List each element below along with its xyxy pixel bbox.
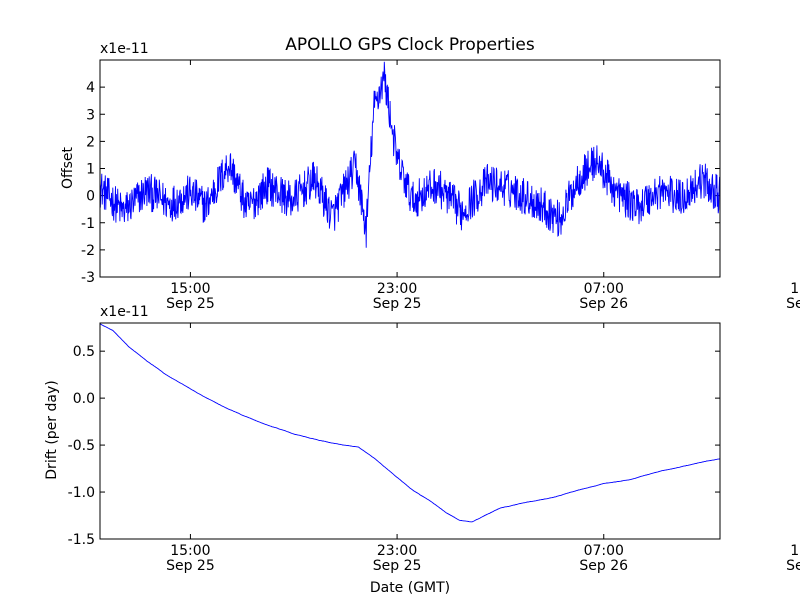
offset-xtick-date-label: Sep 26 bbox=[579, 296, 628, 312]
drift-chart: x1e-11 Drift (per day) Date (GMT) -1.5 -1… bbox=[44, 304, 800, 596]
offset-xtick-date-label: Sep 25 bbox=[373, 296, 422, 312]
drift-xtick-time-label: 15:00 bbox=[170, 543, 210, 559]
offset-ytick-label: -3 bbox=[81, 270, 95, 286]
drift-ytick-label: -1.5 bbox=[68, 532, 95, 548]
drift-axes-frame bbox=[99, 322, 721, 540]
offset-xtick-date-label: Sep 25 bbox=[166, 296, 215, 312]
drift-ytick-label: 0.5 bbox=[73, 344, 95, 360]
drift-xtick-time-label: 15:00 bbox=[790, 543, 800, 559]
offset-xtick-time-label: 07:00 bbox=[584, 281, 624, 297]
drift-xtick-time-label: 07:00 bbox=[584, 543, 624, 559]
offset-ytick-label: -1 bbox=[81, 216, 95, 232]
offset-ytick-label: -2 bbox=[81, 243, 95, 259]
offset-xtick-time-label: 15:00 bbox=[170, 281, 210, 297]
offset-ytick-label: 1 bbox=[86, 162, 95, 178]
offset-ytick-label: 2 bbox=[86, 134, 95, 150]
drift-xtick-date-label: Sep 26 bbox=[786, 558, 800, 574]
drift-y-axis-label: Drift (per day) bbox=[44, 380, 60, 479]
figure-title: APOLLO GPS Clock Properties bbox=[285, 35, 535, 55]
offset-axes-frame bbox=[99, 59, 721, 278]
drift-ytick-label: 0.0 bbox=[73, 391, 95, 407]
offset-xtick-time-label: 23:00 bbox=[377, 281, 417, 297]
drift-xtick-date-label: Sep 26 bbox=[579, 558, 628, 574]
drift-scale-label: x1e-11 bbox=[100, 304, 149, 320]
offset-xtick-date-label: Sep 26 bbox=[786, 296, 800, 312]
drift-ytick-label: -1.0 bbox=[68, 485, 95, 501]
offset-ytick-label: 3 bbox=[86, 107, 95, 123]
drift-xtick-date-label: Sep 25 bbox=[166, 558, 215, 574]
drift-ytick-label: -0.5 bbox=[68, 438, 95, 454]
drift-series-line bbox=[99, 323, 721, 523]
offset-ytick-label: 4 bbox=[86, 80, 95, 96]
offset-ytick-label: 0 bbox=[86, 189, 95, 205]
offset-scale-label: x1e-11 bbox=[100, 41, 149, 57]
offset-y-axis-label: Offset bbox=[60, 146, 76, 189]
offset-xtick-time-label: 15:00 bbox=[790, 281, 800, 297]
offset-series-line bbox=[99, 61, 721, 248]
drift-xtick-date-label: Sep 25 bbox=[373, 558, 422, 574]
drift-xtick-time-label: 23:00 bbox=[377, 543, 417, 559]
drift-x-axis-label: Date (GMT) bbox=[370, 580, 450, 596]
